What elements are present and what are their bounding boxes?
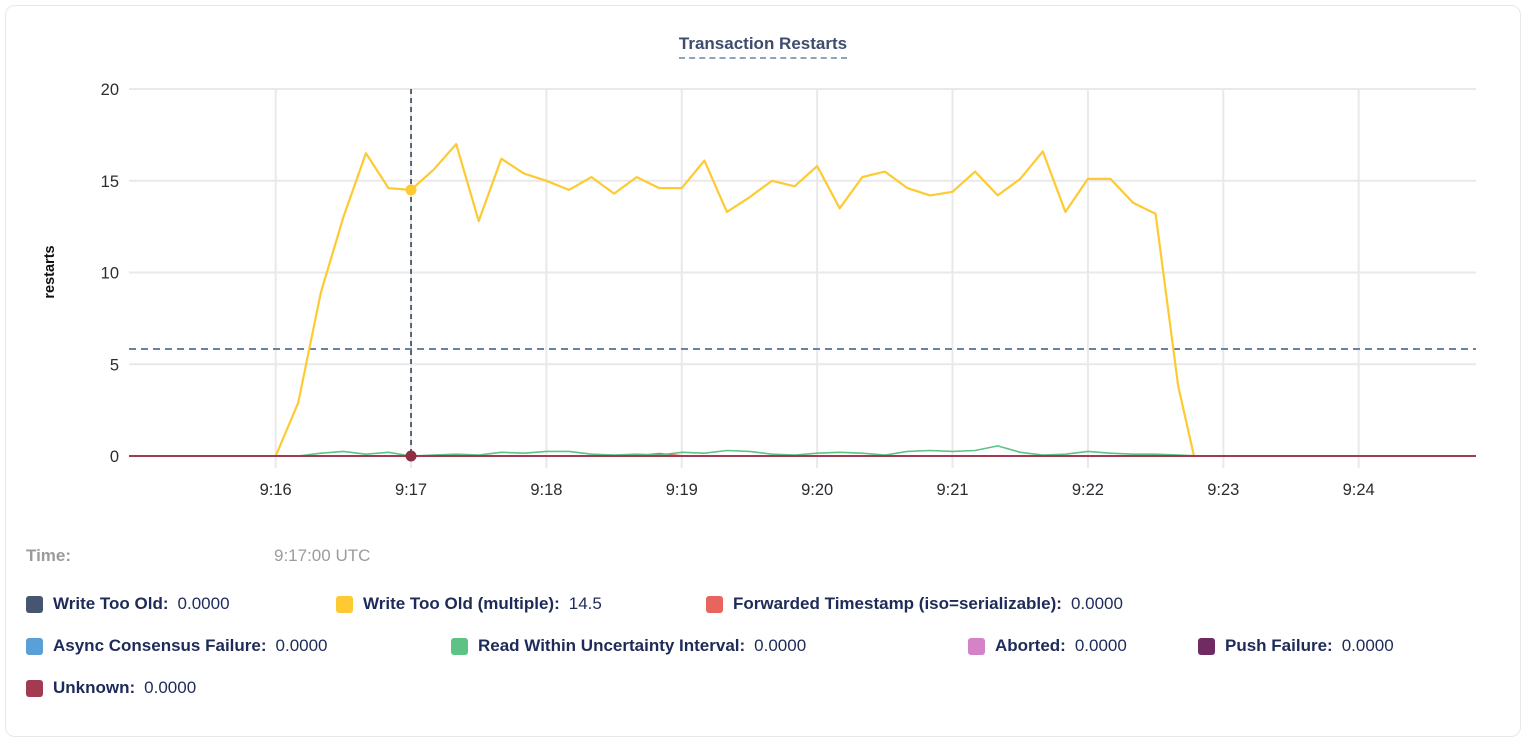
legend-item-read-within-uncertainty-interval: Read Within Uncertainty Interval: 0.0000 [451, 636, 968, 656]
legend-label: Read Within Uncertainty Interval: [478, 636, 746, 655]
legend-value: 14.5 [568, 594, 602, 613]
time-label: Time: [26, 546, 72, 565]
chart-title[interactable]: Transaction Restarts [678, 34, 848, 59]
legend-swatch [451, 637, 468, 655]
legend-label: Write Too Old (multiple): [363, 594, 560, 613]
series-line [274, 143, 1196, 457]
y-tick-label: 15 [101, 173, 119, 191]
x-tick-label: 9:21 [936, 481, 968, 499]
transaction-restarts-chart[interactable]: 0 5 10 15 20 9:16 9:17 9:18 9:19 9:20 9:21 9:22 9:23… [6, 6, 1521, 518]
y-tick-label: 20 [101, 81, 119, 99]
x-tick-label: 9:20 [801, 481, 833, 499]
metric-chart-card: 0 5 10 15 20 9:16 9:17 9:18 9:19 9:20 9:21 9:22 9:23… [5, 5, 1521, 737]
legend-value: 0.0000 [1341, 636, 1394, 655]
legend-swatch [336, 595, 353, 613]
legend-item-unknown: Unknown: 0.0000 [26, 678, 196, 698]
legend-swatch [706, 595, 723, 613]
x-tick-label: 9:19 [666, 481, 698, 499]
legend-swatch [26, 637, 43, 655]
legend-row: Async Consensus Failure: 0.0000 Read Withi… [26, 636, 1500, 656]
legend-item-write-too-old-multiple: Write Too Old (multiple): 14.5 [336, 594, 706, 614]
legend-label: Aborted: [995, 636, 1066, 655]
legend-value: 0.0000 [1070, 594, 1123, 613]
legend-swatch [26, 679, 43, 697]
legend-value: 0.0000 [754, 636, 807, 655]
crosshair-time-row: Time: 9:17:00 UTC [26, 546, 370, 566]
legend-label: Forwarded Timestamp (iso=serializable): [733, 594, 1062, 613]
x-tick-label: 9:24 [1343, 481, 1375, 499]
x-tick-label: 9:16 [260, 481, 292, 499]
legend-swatch [1198, 637, 1215, 655]
legend-row: Write Too Old: 0.0000 Write Too Old (multi… [26, 594, 1500, 614]
x-tick-label: 9:17 [395, 481, 427, 499]
legend-value: 0.0000 [144, 678, 197, 697]
y-tick-label: 0 [110, 448, 119, 466]
legend-value: 0.0000 [275, 636, 328, 655]
legend-value: 0.0000 [1074, 636, 1127, 655]
legend-label: Push Failure: [1225, 636, 1333, 655]
legend-swatch [968, 637, 985, 655]
crosshair-dot [405, 450, 417, 462]
y-tick-label: 10 [101, 265, 119, 283]
legend-label: Unknown: [53, 678, 136, 697]
legend-item-forwarded-timestamp-isoserializable: Forwarded Timestamp (iso=serializable): 0… [706, 594, 1123, 614]
y-tick-label: 5 [110, 356, 119, 374]
x-tick-label: 9:23 [1207, 481, 1239, 499]
legend-item-push-failure: Push Failure: 0.0000 [1198, 636, 1394, 656]
legend-item-aborted: Aborted: 0.0000 [968, 636, 1198, 656]
y-axis-title: restarts [42, 245, 58, 298]
x-tick-label: 9:22 [1072, 481, 1104, 499]
legend-value: 0.0000 [177, 594, 230, 613]
series-line [298, 445, 1201, 457]
time-value: 9:17:00 UTC [274, 546, 371, 565]
legend-label: Async Consensus Failure: [53, 636, 267, 655]
legend-swatch [26, 595, 43, 613]
legend-row: Unknown: 0.0000 [26, 678, 1500, 698]
x-tick-label: 9:18 [530, 481, 562, 499]
chart-title-wrap: Transaction Restarts [6, 34, 1520, 59]
legend-item-async-consensus-failure: Async Consensus Failure: 0.0000 [26, 636, 451, 656]
crosshair-dot [405, 184, 417, 196]
legend-label: Write Too Old: [53, 594, 169, 613]
chart-legend: Write Too Old: 0.0000 Write Too Old (multi… [26, 594, 1500, 720]
legend-item-write-too-old: Write Too Old: 0.0000 [26, 594, 336, 614]
